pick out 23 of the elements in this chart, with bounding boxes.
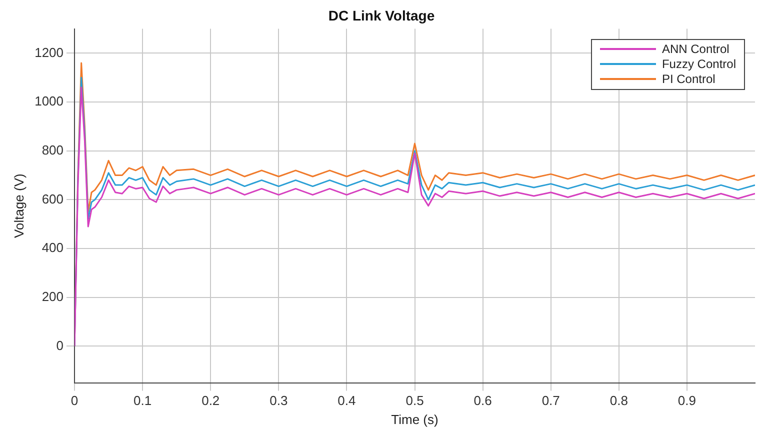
y-tick-label: 800 [42, 142, 64, 158]
y-axis-title: Voltage (V) [11, 174, 26, 238]
chart-title: DC Link Voltage [328, 7, 435, 24]
y-tick-label: 1200 [34, 44, 64, 60]
y-tick-label: 200 [42, 288, 64, 304]
x-tick-label: 0.5 [406, 393, 424, 408]
y-tick-label: 0 [56, 338, 64, 353]
x-tick-label: 0.4 [338, 393, 356, 408]
x-tick-label: 0.2 [202, 393, 220, 408]
x-tick-label: 0.1 [134, 393, 152, 408]
y-tick-label: 400 [42, 240, 64, 256]
x-tick-label: 0.9 [678, 393, 696, 408]
legend-label: PI Control [662, 72, 716, 87]
x-tick-label: 0.7 [542, 393, 560, 408]
x-tick-label: 0 [70, 393, 78, 408]
x-tick-label: 0.3 [270, 393, 288, 408]
x-tick-label: 0.6 [474, 393, 492, 408]
legend-label: Fuzzy Control [662, 56, 736, 72]
y-tick-label: 1000 [34, 94, 64, 109]
x-axis-title: Time (s) [391, 412, 438, 427]
legend-label: ANN Control [662, 42, 730, 57]
y-tick-label: 600 [42, 191, 64, 206]
x-tick-label: 0.8 [610, 393, 628, 408]
